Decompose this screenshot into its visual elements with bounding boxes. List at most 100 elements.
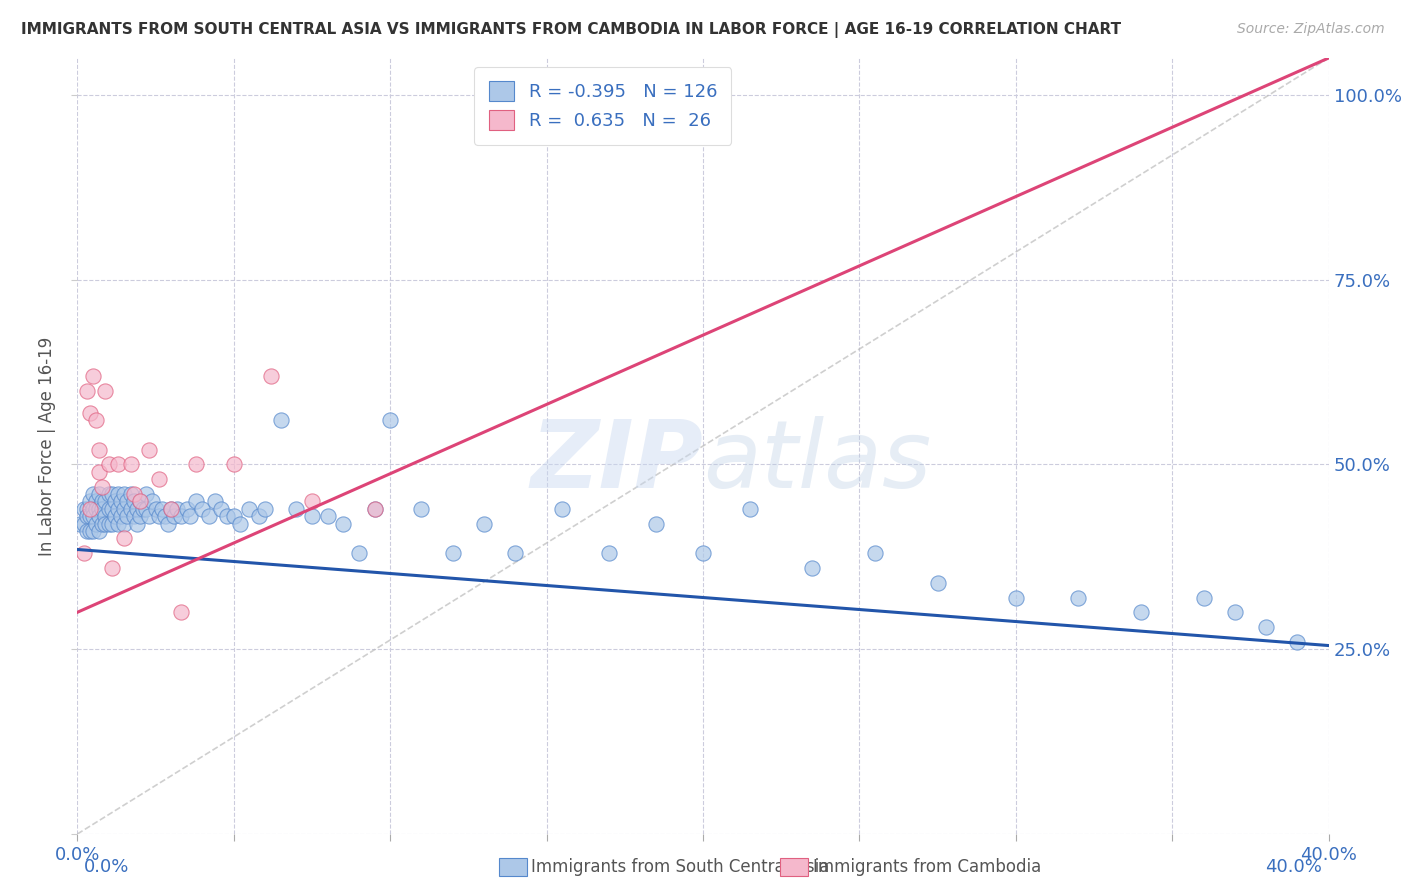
Point <box>260 368 283 383</box>
Point <box>157 516 180 531</box>
Point <box>551 501 574 516</box>
Point <box>801 561 824 575</box>
Point <box>82 501 104 516</box>
Text: ZIP: ZIP <box>530 416 703 508</box>
Point <box>209 501 232 516</box>
Point <box>1004 591 1026 605</box>
Point <box>100 561 122 575</box>
Point <box>76 384 98 398</box>
Point <box>186 458 208 472</box>
Point <box>247 509 270 524</box>
Point <box>97 487 120 501</box>
Point <box>1254 620 1277 634</box>
Point <box>104 494 127 508</box>
Point <box>72 516 94 531</box>
Point <box>122 509 145 524</box>
Point <box>89 487 111 501</box>
Point <box>645 516 668 531</box>
Point <box>138 442 160 457</box>
Point <box>301 509 323 524</box>
Point <box>129 494 152 508</box>
Point <box>120 501 142 516</box>
Point <box>94 494 117 508</box>
Point <box>112 532 135 546</box>
Point <box>129 509 152 524</box>
Point <box>89 501 111 516</box>
Point <box>380 413 402 427</box>
Point <box>76 509 98 524</box>
Point <box>122 494 145 508</box>
Point <box>76 524 98 538</box>
Point <box>186 494 208 508</box>
Point <box>82 524 104 538</box>
Point <box>91 516 114 531</box>
Point <box>97 516 120 531</box>
Point <box>76 501 98 516</box>
Point <box>179 509 201 524</box>
Point <box>100 516 122 531</box>
Point <box>138 509 160 524</box>
Point <box>738 501 761 516</box>
Text: atlas: atlas <box>703 416 931 507</box>
Point <box>270 413 292 427</box>
Point <box>91 494 114 508</box>
Point <box>79 524 101 538</box>
Point <box>89 442 111 457</box>
Point <box>191 501 214 516</box>
Point <box>112 487 135 501</box>
Point <box>79 501 101 516</box>
Point <box>692 546 714 560</box>
Point <box>222 458 245 472</box>
Point <box>238 501 260 516</box>
Point <box>122 487 145 501</box>
Point <box>94 516 117 531</box>
Point <box>84 516 107 531</box>
Point <box>72 501 94 516</box>
Point <box>84 413 107 427</box>
Point <box>107 458 129 472</box>
Point <box>598 546 620 560</box>
Point <box>89 465 111 479</box>
Point <box>107 501 129 516</box>
Point <box>163 509 186 524</box>
Point <box>148 472 170 486</box>
Point <box>100 487 122 501</box>
Point <box>148 509 170 524</box>
Point <box>112 516 135 531</box>
Point <box>82 487 104 501</box>
Point <box>169 509 191 524</box>
Point <box>125 516 148 531</box>
Y-axis label: In Labor Force | Age 16-19: In Labor Force | Age 16-19 <box>38 336 56 556</box>
Legend: R = -0.395   N = 126, R =  0.635   N =  26: R = -0.395 N = 126, R = 0.635 N = 26 <box>474 67 731 145</box>
Point <box>107 516 129 531</box>
Point <box>117 509 139 524</box>
Text: 40.0%: 40.0% <box>1265 858 1322 876</box>
Point <box>169 605 191 619</box>
Point <box>132 501 155 516</box>
Text: Immigrants from South Central Asia: Immigrants from South Central Asia <box>531 858 830 876</box>
Point <box>1130 605 1153 619</box>
Point <box>97 458 120 472</box>
Point <box>120 487 142 501</box>
Point <box>1067 591 1090 605</box>
Point <box>91 480 114 494</box>
Point <box>863 546 886 560</box>
Point <box>129 494 152 508</box>
Point <box>145 501 167 516</box>
Text: Immigrants from Cambodia: Immigrants from Cambodia <box>813 858 1040 876</box>
Point <box>120 458 142 472</box>
Point <box>104 509 127 524</box>
Point <box>301 494 323 508</box>
Point <box>253 501 276 516</box>
Point <box>285 501 308 516</box>
Point <box>1286 635 1309 649</box>
Point <box>89 509 111 524</box>
Point <box>112 501 135 516</box>
Point <box>347 546 370 560</box>
Point <box>217 509 239 524</box>
Point <box>197 509 219 524</box>
Point <box>141 494 163 508</box>
Text: IMMIGRANTS FROM SOUTH CENTRAL ASIA VS IMMIGRANTS FROM CAMBODIA IN LABOR FORCE | : IMMIGRANTS FROM SOUTH CENTRAL ASIA VS IM… <box>21 22 1121 38</box>
Point <box>153 509 176 524</box>
Point <box>107 487 129 501</box>
